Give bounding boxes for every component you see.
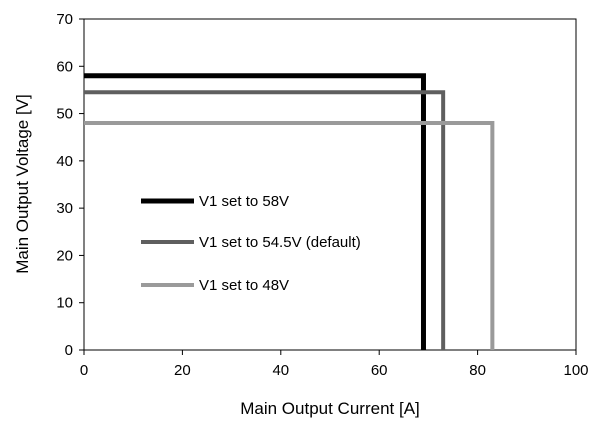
y-tick-label: 20 (56, 247, 73, 264)
ticks-layer: 0 20 40 60 80 100 0 10 20 30 40 50 60 70 (56, 11, 588, 379)
legend: V1 set to 58V V1 set to 54.5V (default) V1… (141, 193, 361, 294)
x-tick-label: 40 (272, 362, 289, 379)
series-line-3 (84, 121, 495, 350)
x-tick-label: 60 (371, 362, 388, 379)
plot-area (83, 18, 577, 351)
x-tick-label: 80 (469, 362, 486, 379)
series-line-1 (84, 73, 426, 350)
y-tick-label: 40 (56, 153, 73, 170)
legend-label-3: V1 set to 48V (199, 277, 289, 294)
x-axis-title: Main Output Current [A] (240, 399, 420, 418)
y-tick-label: 30 (56, 200, 73, 217)
x-tick-label: 100 (563, 362, 588, 379)
series-line-2 (84, 90, 446, 350)
x-tick-label: 20 (174, 362, 191, 379)
y-tick-label: 0 (65, 342, 73, 359)
legend-label-2: V1 set to 54.5V (default) (199, 234, 361, 251)
y-tick-label: 60 (56, 58, 73, 75)
y-axis-title: Main Output Voltage [V] (13, 94, 32, 274)
legend-label-1: V1 set to 58V (199, 193, 289, 210)
y-tick-label: 50 (56, 106, 73, 123)
y-tick-label: 70 (56, 11, 73, 28)
series-layer (84, 73, 495, 350)
x-tick-label: 0 (80, 362, 88, 379)
y-tick-label: 10 (56, 295, 73, 312)
